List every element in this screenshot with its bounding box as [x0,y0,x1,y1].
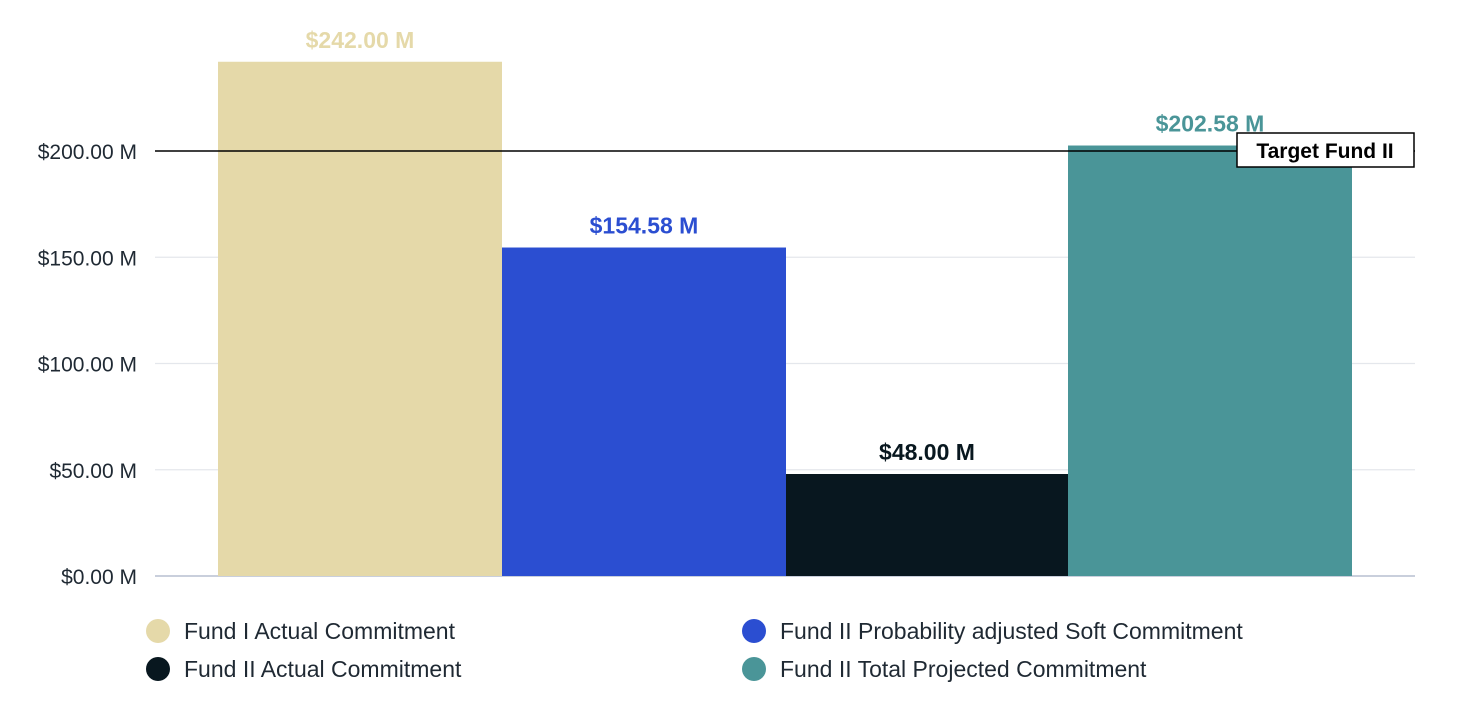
bar-1[interactable] [218,61,502,576]
bar-4[interactable] [1068,145,1352,576]
legend-item-fund-ii-projected[interactable]: Fund II Total Projected Commitment [742,654,1146,684]
y-axis-ticks: $0.00 M $50.00 M $100.00 M $150.00 M $200.00… [38,141,137,589]
y-tick-label-0: $0.00 M [61,566,137,589]
legend-item-fund-ii-soft[interactable]: Fund II Probability adjusted Soft Commit… [742,616,1243,646]
legend: Fund I Actual Commitment Fund II Probabi… [0,610,1470,690]
legend-item-fund-i-actual[interactable]: Fund I Actual Commitment [146,616,455,646]
bar-3[interactable] [786,474,1068,576]
bar-chart: $0.00 M $50.00 M $100.00 M $150.00 M $200.00… [38,27,1415,589]
data-label-2: $154.58 M [590,213,699,239]
legend-marker-fund-ii-projected [742,657,766,681]
legend-marker-fund-ii-soft [742,619,766,643]
bar-2[interactable] [502,247,786,576]
legend-marker-fund-ii-actual [146,657,170,681]
data-label-1: $242.00 M [306,27,415,53]
legend-label-fund-i-actual: Fund I Actual Commitment [184,617,455,644]
target-label: Target Fund II [1256,140,1393,163]
y-tick-label-100: $100.00 M [38,354,137,377]
target-line-group: Target Fund II [155,132,1415,168]
legend-marker-fund-i-actual [146,619,170,643]
value-labels: $242.00 M $154.58 M $48.00 M $202.58 M [306,27,1265,465]
legend-label-fund-ii-soft: Fund II Probability adjusted Soft Commit… [780,617,1243,644]
data-label-4: $202.58 M [1156,111,1265,137]
data-label-3: $48.00 M [879,439,975,465]
bars [218,61,1352,576]
legend-item-fund-ii-actual[interactable]: Fund II Actual Commitment [146,654,461,684]
legend-label-fund-ii-actual: Fund II Actual Commitment [184,655,462,682]
y-tick-label-50: $50.00 M [49,460,137,483]
y-tick-label-200: $200.00 M [38,141,137,164]
legend-label-fund-ii-projected: Fund II Total Projected Commitment [780,655,1147,682]
target-label-box [1236,132,1415,168]
y-tick-label-150: $150.00 M [38,247,137,270]
